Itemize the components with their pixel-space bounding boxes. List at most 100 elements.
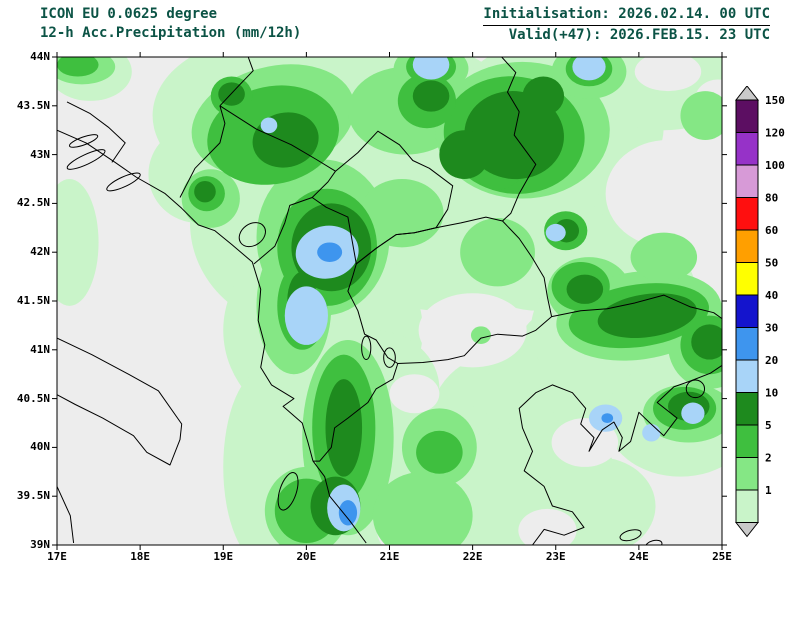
border-macedonia-greece (397, 316, 552, 364)
precip-blob-level-20 (681, 402, 705, 424)
outline-island-korcula (66, 149, 106, 170)
outline-island-sporades-2 (645, 539, 663, 545)
precip-blob-level-20 (642, 423, 661, 442)
outline-island-hvar (68, 134, 99, 148)
outline-lake-scutari (238, 222, 266, 248)
legend-value: 60 (765, 224, 778, 237)
precip-blob-level-10 (194, 180, 216, 203)
precip-blob-level-hole (634, 57, 702, 92)
legend-value: 10 (765, 387, 778, 400)
border-adriatic-coast (57, 129, 367, 544)
precip-blob-level-10 (325, 379, 363, 477)
legend-value: 1 (765, 484, 772, 497)
precip-blob-level-10 (691, 324, 722, 360)
legend-band-60 (735, 229, 759, 263)
border-serbia-bulgaria (501, 57, 537, 222)
precip-blob-level-10 (597, 293, 697, 339)
outline-island-mljet (106, 172, 141, 192)
border-albania-greece (313, 363, 399, 462)
precip-blob-level-2 (630, 232, 698, 282)
border-kosovo (311, 130, 454, 265)
map-area (52, 52, 727, 550)
precip-blob-level-2 (360, 179, 444, 248)
legend-band-50 (735, 262, 759, 296)
precip-blob-level-20 (284, 286, 328, 345)
precip-blob-level-20 (260, 117, 278, 134)
border-aegean-coast (518, 364, 722, 545)
precip-blob-level-hole (389, 374, 440, 414)
lat-label: 42.5N (16, 196, 50, 210)
border-montenegro-albania (253, 197, 313, 265)
legend-band-40 (735, 294, 759, 328)
legend-value: 100 (765, 159, 785, 172)
lon-label: 20E (296, 550, 317, 563)
precip-blob-level-hole (518, 508, 577, 545)
precip-blob-level-30 (338, 500, 358, 526)
precip-blob-level-5 (416, 430, 463, 474)
precip-blob-level-2 (470, 326, 491, 344)
border-greece-bulgaria (551, 294, 722, 320)
lon-label: 22E (462, 550, 483, 563)
latitude-axis: 44N 43.5N 43N 42.5N 42N 41.5N 41N 40.5N 40N 39.5N… (0, 0, 52, 618)
lat-label: 43.5N (16, 98, 50, 112)
header-right: Initialisation: 2026.02.14. 00 UTC Valid… (483, 5, 770, 45)
outline-island-sporades-1 (619, 529, 642, 542)
lat-label: 39.5N (16, 489, 50, 503)
precip-blob-level-1 (57, 179, 99, 306)
precipitation-field (57, 57, 722, 545)
lon-label: 19E (213, 550, 234, 563)
lon-label: 23E (545, 550, 566, 563)
legend-value: 20 (765, 354, 778, 367)
lat-label: 44N (30, 50, 50, 63)
border-bih-montenegro (179, 105, 226, 198)
legend-band-100 (735, 164, 759, 198)
init-time: Initialisation: 2026.02.14. 00 UTC (483, 5, 770, 26)
precipitation-legend: 150 120 100 80 60 50 40 30 20 10 5 2 1 (735, 86, 785, 538)
legend-value: 150 (765, 94, 785, 107)
legend-arrow-bottom (735, 522, 760, 538)
legend-value: 80 (765, 192, 778, 205)
legend-arrow-top (735, 86, 760, 101)
legend-value: 2 (765, 452, 772, 465)
precip-blob-level-5 (57, 57, 99, 77)
border-macedonia-albania (347, 263, 399, 364)
legend-band-80 (735, 197, 759, 231)
legend-band-2 (735, 457, 759, 491)
valid-time: Valid(+47): 2026.FEB.15. 23 UTC (508, 27, 770, 43)
border-calabria-coast (57, 486, 75, 544)
border-croatia-bih (66, 101, 126, 163)
lat-label: 40N (30, 440, 50, 454)
legend-value: 5 (765, 419, 772, 432)
header-left: ICON EU 0.0625 degree 12-h Acc.Precipita… (40, 5, 301, 43)
precip-blob-level-20 (412, 57, 450, 80)
precip-blob-level-2 (460, 218, 535, 287)
legend-value: 120 (765, 127, 785, 140)
legend-band-30 (735, 327, 759, 361)
precip-blob-level-30 (601, 413, 614, 423)
lat-label: 40.5N (16, 391, 50, 405)
precip-blob-level-10 (412, 80, 450, 112)
lon-label: 21E (379, 550, 400, 563)
product-title: 12-h Acc.Precipitation (mm/12h) (40, 25, 302, 41)
lat-label: 43N (30, 147, 50, 161)
lat-label: 39N (30, 538, 50, 551)
precip-blob-level-hole (418, 293, 527, 368)
legend-band-10 (735, 392, 759, 426)
outline-island-thasos (685, 379, 706, 399)
map-frame (56, 56, 723, 546)
legend-value: 40 (765, 289, 778, 302)
border-montenegro-serbia (219, 105, 336, 172)
legend-band-5 (735, 424, 759, 458)
lon-label: 24E (628, 550, 649, 563)
precip-blob-level-2 (680, 91, 722, 140)
precipitation-map (52, 52, 727, 550)
lat-label: 42N (30, 245, 50, 259)
legend-value: 50 (765, 257, 778, 270)
lat-label: 41.5N (16, 294, 50, 307)
border-macedonia-north (355, 216, 503, 265)
outline-island-corfu (277, 472, 299, 511)
border-italy-coast (57, 337, 183, 466)
lon-label: 25E (712, 550, 732, 563)
legend-value: 30 (765, 322, 778, 335)
